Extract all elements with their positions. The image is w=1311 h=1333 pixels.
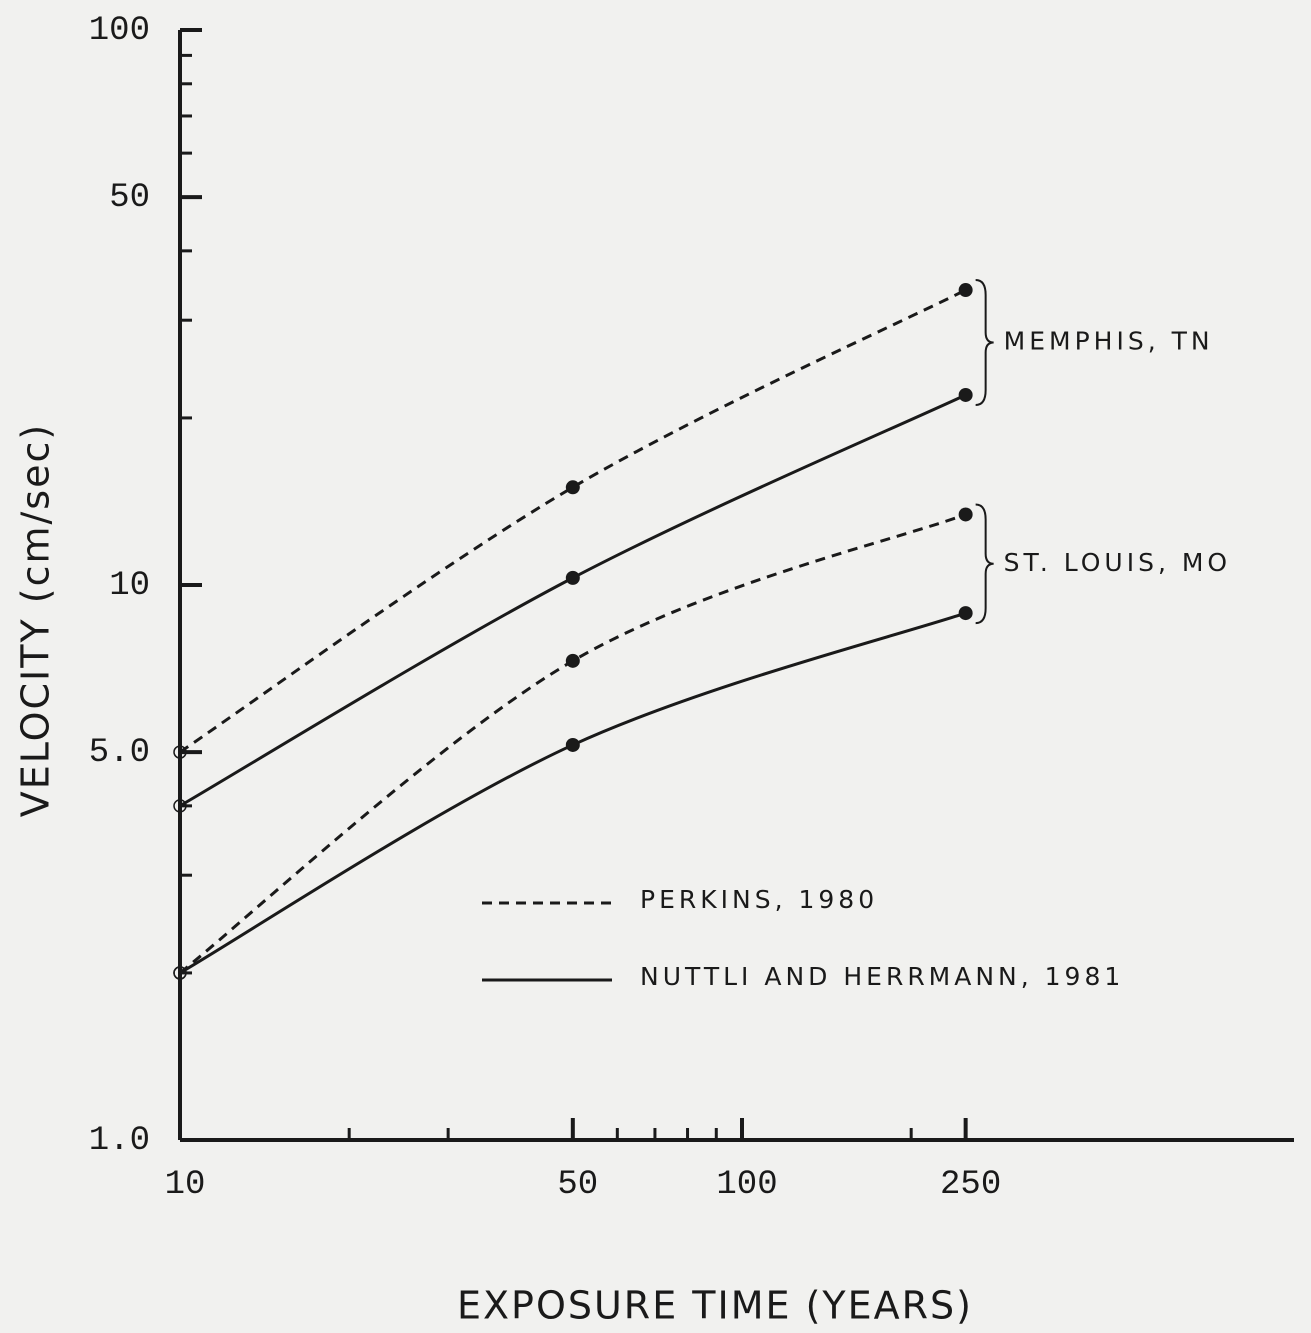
data-point xyxy=(565,570,580,585)
data-point xyxy=(565,737,580,752)
group-label: ST. LOUIS, MO xyxy=(1004,548,1231,577)
y-tick-label: 50 xyxy=(109,179,150,217)
y-tick-label: 10 xyxy=(109,567,150,605)
legend-label: NUTTLI AND HERRMANN, 1981 xyxy=(640,962,1124,991)
x-tick-label: 10 xyxy=(165,1166,206,1204)
data-point xyxy=(173,966,187,980)
line-series xyxy=(179,288,967,754)
data-point xyxy=(958,507,973,522)
data-point xyxy=(565,653,580,668)
group-label: MEMPHIS, TN xyxy=(1004,326,1214,355)
x-tick-label: 50 xyxy=(557,1166,598,1204)
y-tick-label: 1.0 xyxy=(89,1122,150,1160)
data-point xyxy=(173,799,187,813)
brace xyxy=(975,279,994,406)
y-tick-label: 5.0 xyxy=(89,734,150,772)
x-axis-label: EXPOSURE TIME (YEARS) xyxy=(457,1284,973,1328)
x-tick-label: 100 xyxy=(716,1166,777,1204)
x-tick-label: 250 xyxy=(940,1166,1001,1204)
data-point xyxy=(173,745,187,759)
data-point xyxy=(565,480,580,495)
data-point xyxy=(958,606,973,621)
data-point xyxy=(958,387,973,402)
data-point xyxy=(958,283,973,298)
brace xyxy=(975,503,994,625)
y-tick-label: 100 xyxy=(89,12,150,50)
legend-label: PERKINS, 1980 xyxy=(640,885,878,914)
y-axis-label: VELOCITY (cm/sec) xyxy=(14,423,58,817)
